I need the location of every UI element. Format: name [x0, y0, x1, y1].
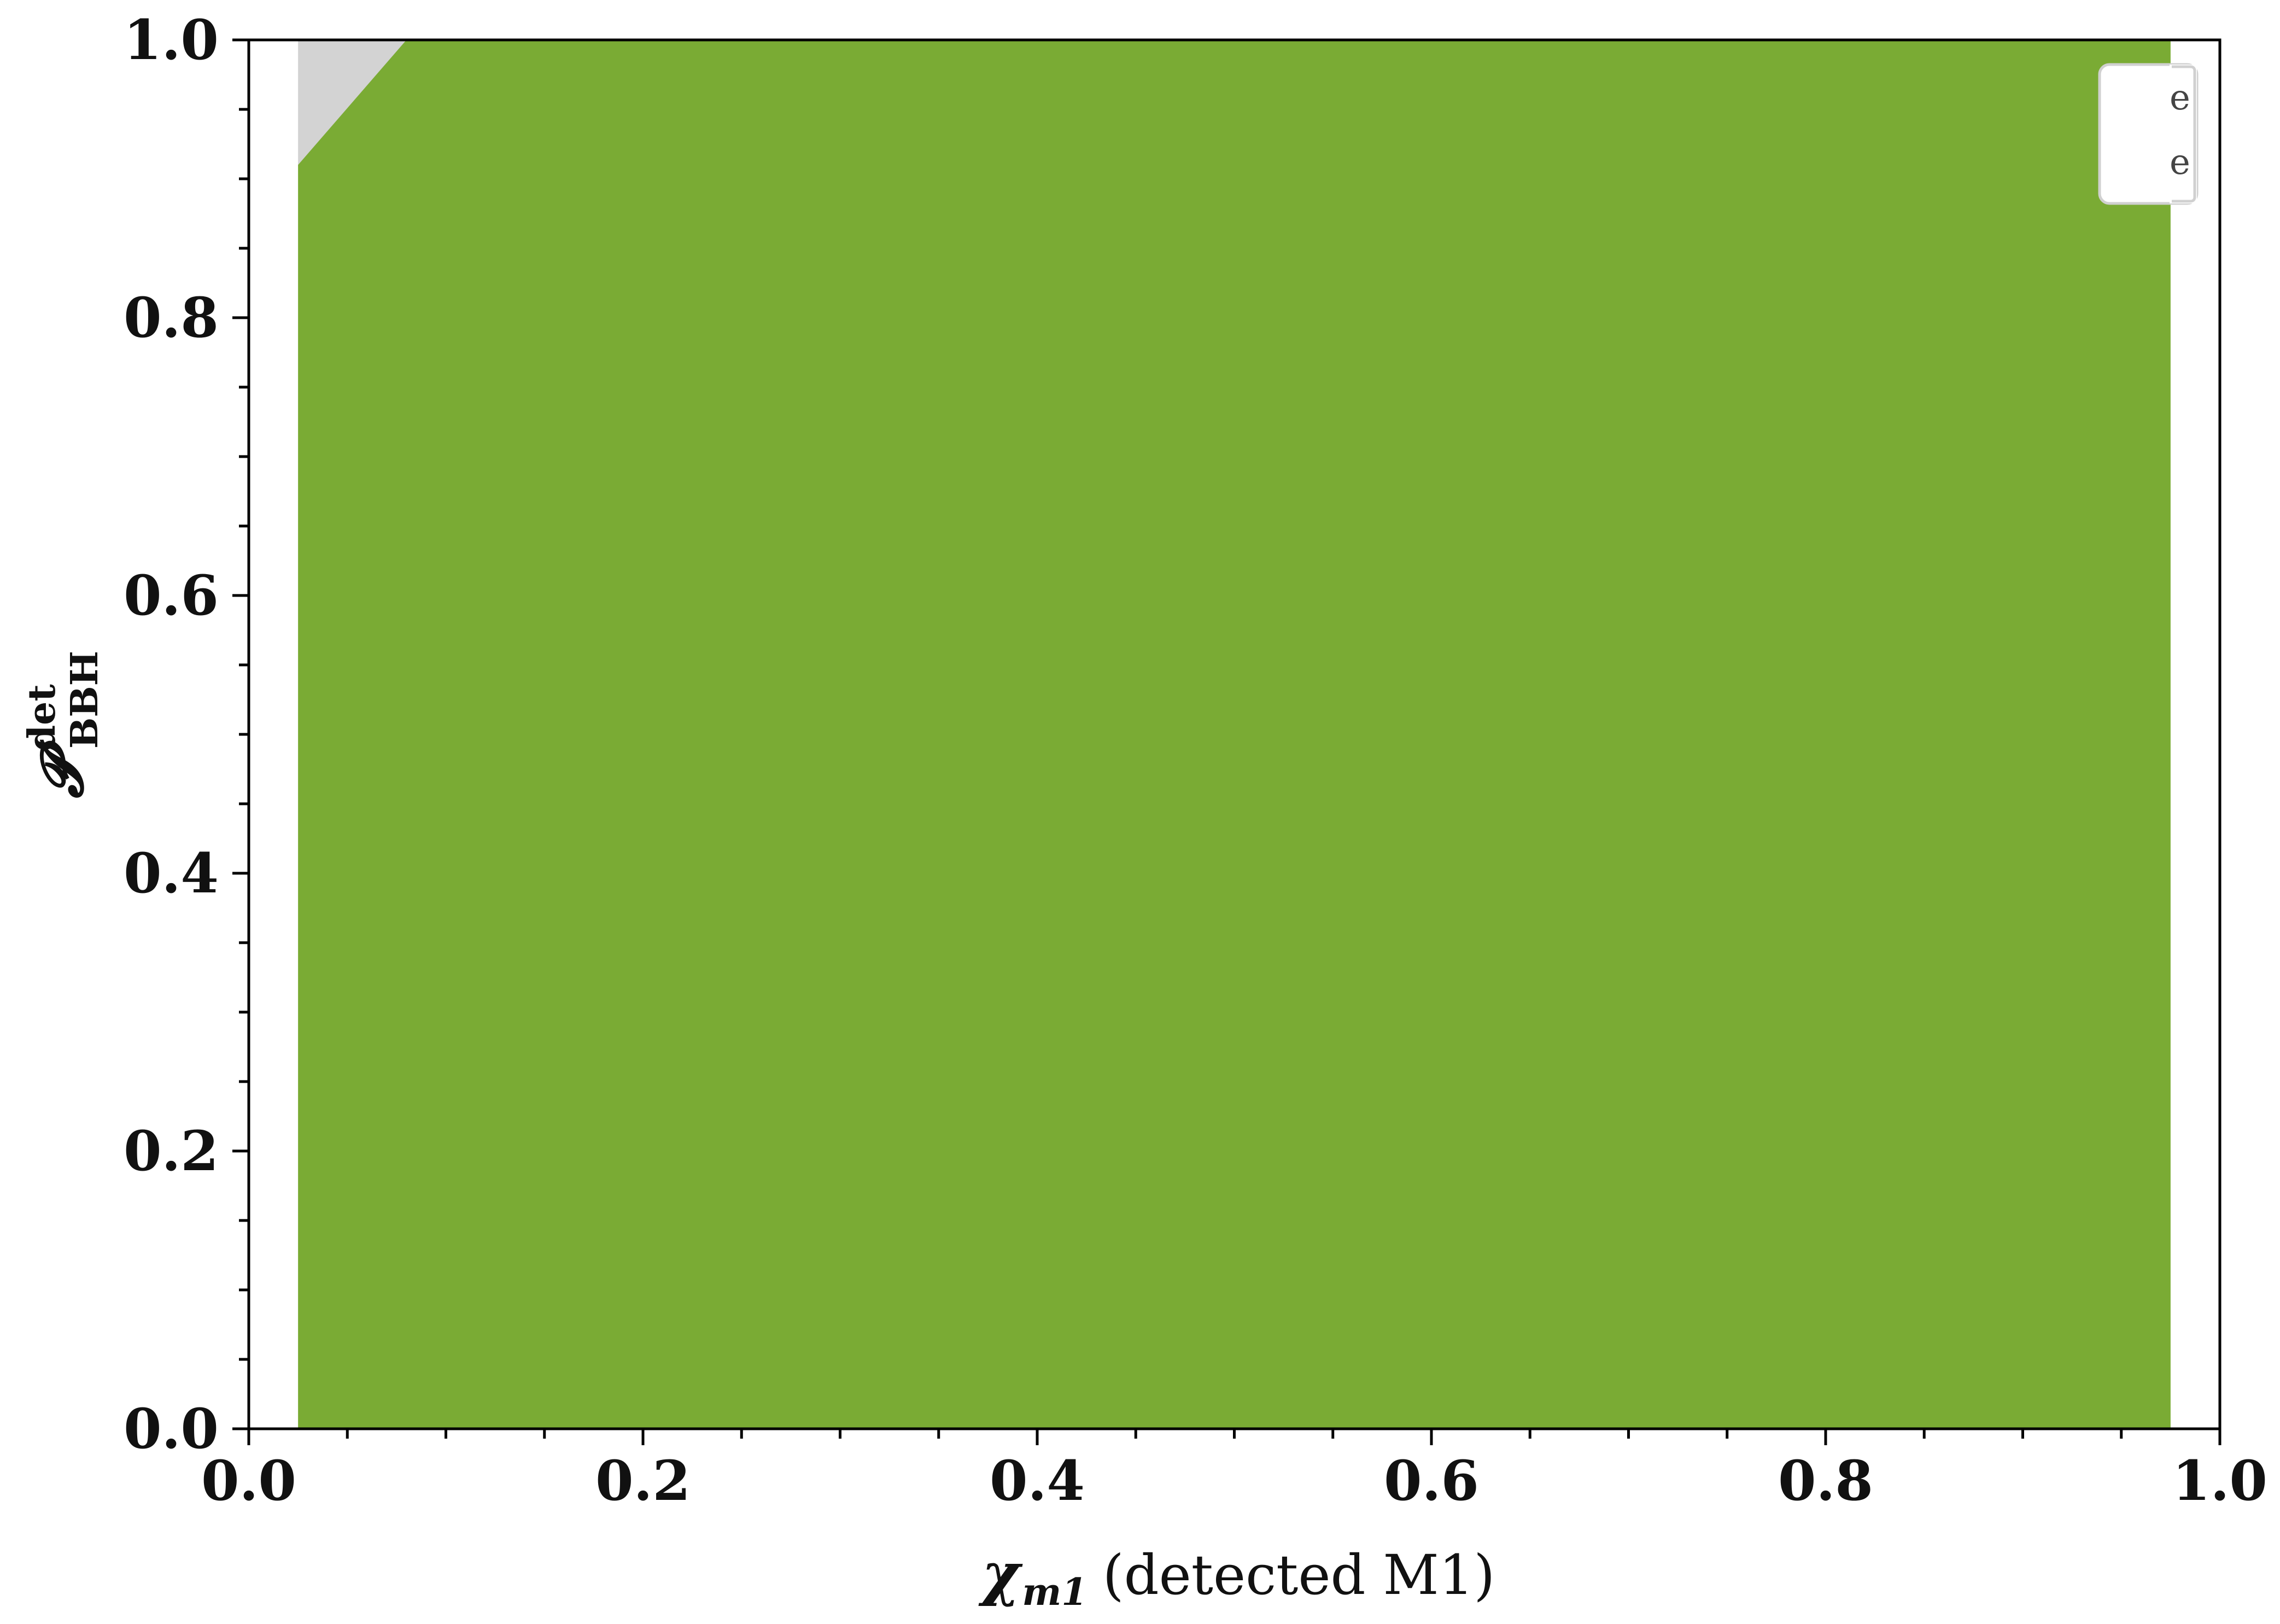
- y-tick-label: 0.8: [124, 285, 219, 350]
- x-axis-tick-labels: 0.0 0.2 0.4 0.6 0.8 1.0: [201, 1448, 2267, 1513]
- y-axis-title: 𝓟 det BBH: [20, 651, 107, 798]
- x-axis-title: χ m1 (detected M1): [978, 1539, 1495, 1614]
- x-tick-label: 0.6: [1384, 1448, 1479, 1513]
- plot-area: e e: [298, 40, 2199, 1429]
- y-axis-tick-labels: 0.0 0.2 0.4 0.6 0.8 1.0: [124, 8, 219, 1461]
- y-axis-ticks: [232, 38, 249, 1430]
- svg-text:𝓟 det BBH: 𝓟 det BBH: [20, 651, 107, 798]
- y-tick-label: 1.0: [124, 8, 219, 72]
- x-axis-label-text: (detected M1): [1103, 1543, 1495, 1607]
- svg-text:χ m1 (detected M1): χ m1 (detected M1): [978, 1539, 1495, 1614]
- legend-text-fragment-2: e: [2170, 142, 2190, 183]
- x-axis-symbol: χ: [978, 1539, 1023, 1608]
- y-axis-subscript: BBH: [63, 651, 107, 749]
- legend-text-fragment-1: e: [2170, 78, 2190, 118]
- x-tick-label: 0.2: [595, 1448, 691, 1513]
- y-tick-label: 0.2: [124, 1119, 219, 1183]
- y-axis-superscript: det: [20, 684, 64, 751]
- x-axis-subscript: m1: [1022, 1570, 1087, 1614]
- x-tick-label: 1.0: [2172, 1448, 2267, 1513]
- x-tick-label: 0.8: [1778, 1448, 1873, 1513]
- legend-peek-bg: [2170, 65, 2197, 203]
- legend-peek-border: [2172, 65, 2196, 203]
- legend-peek: e e: [2170, 65, 2197, 203]
- green-region: [298, 40, 2171, 1429]
- y-tick-label: 0.4: [124, 841, 219, 906]
- x-tick-label: 0.0: [201, 1448, 296, 1513]
- y-tick-label: 0.6: [124, 563, 219, 628]
- y-tick-label: 0.0: [124, 1397, 219, 1461]
- x-tick-label: 0.4: [990, 1448, 1085, 1513]
- x-axis-ticks: [247, 1429, 2221, 1445]
